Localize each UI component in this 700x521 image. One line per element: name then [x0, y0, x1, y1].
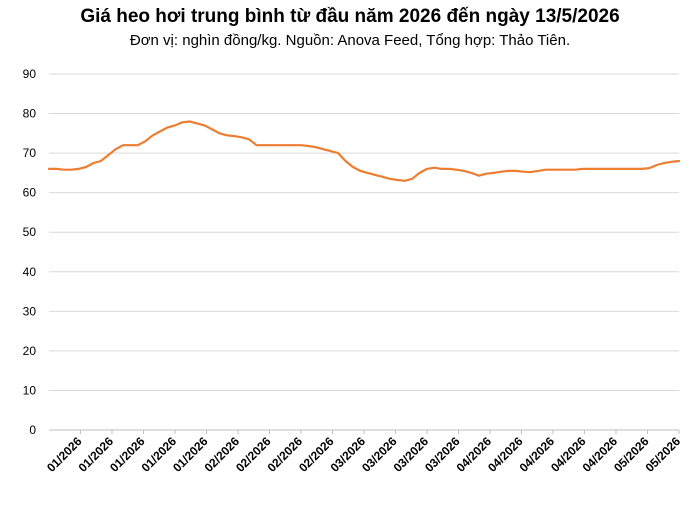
y-tick-label: 70 — [23, 146, 37, 160]
chart-subtitle: Đơn vị: nghìn đồng/kg. Nguồn: Anova Feed… — [129, 32, 571, 49]
series-layer — [47, 120, 681, 182]
y-tick-label: 40 — [23, 265, 37, 279]
y-tick-label: 20 — [23, 344, 37, 358]
chart-title: Giá heo hơi trung bình từ đầu năm 2026 đ… — [80, 6, 620, 27]
x-tick-label: 05/2026 — [643, 434, 684, 475]
gridlines — [49, 73, 679, 391]
y-tick-label: 80 — [23, 107, 37, 121]
price-series-line — [47, 120, 681, 182]
y-tick-label: 10 — [23, 383, 37, 397]
y-tick-label: 30 — [23, 304, 37, 318]
y-tick-label: 60 — [23, 186, 37, 200]
x-axis-ticks: 01/202601/202601/202601/202601/202602/20… — [44, 430, 683, 475]
y-tick-label: 0 — [29, 423, 36, 437]
y-tick-label: 50 — [23, 225, 37, 239]
y-axis-ticks: 0 10 20 30 40 50 60 70 80 90 — [23, 67, 37, 437]
y-tick-label: 90 — [23, 67, 37, 81]
